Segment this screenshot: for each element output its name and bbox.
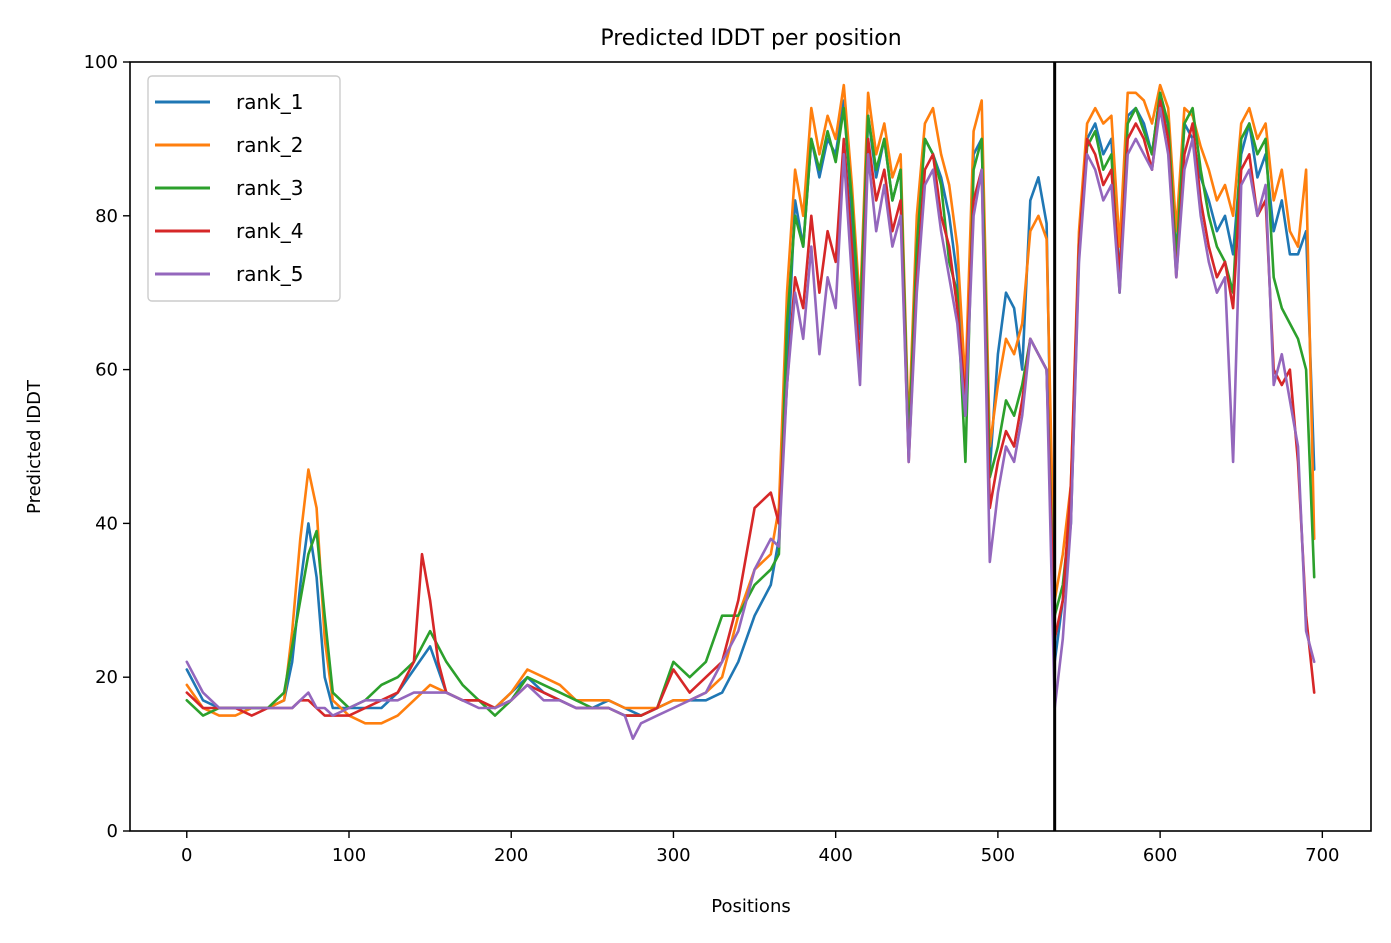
y-tick-label: 20 bbox=[95, 667, 118, 688]
series-group bbox=[185, 83, 1316, 740]
y-axis-label: Predicted lDDT bbox=[24, 379, 45, 514]
x-tick-label: 200 bbox=[494, 845, 528, 866]
plot-area bbox=[185, 62, 1316, 831]
x-axis-label: Positions bbox=[711, 896, 790, 917]
y-tick-label: 80 bbox=[95, 206, 118, 227]
axes-frame bbox=[129, 61, 1372, 832]
x-tick-label: 0 bbox=[181, 845, 192, 866]
x-tick-label: 400 bbox=[818, 845, 852, 866]
series-line-rank-4 bbox=[185, 99, 1316, 717]
legend-label-rank-1: rank_1 bbox=[236, 90, 303, 114]
x-tick-label: 700 bbox=[1305, 845, 1339, 866]
legend-label-rank-4: rank_4 bbox=[236, 219, 303, 243]
axes: 0 100 200 300 400 500 600 700 0 20 40 60 80 100 bbox=[84, 52, 1372, 866]
x-tick-label: 300 bbox=[656, 845, 690, 866]
x-tick-label: 500 bbox=[981, 845, 1015, 866]
legend-label-rank-3: rank_3 bbox=[236, 176, 303, 200]
chart-title: Predicted lDDT per position bbox=[600, 26, 901, 51]
x-tick-label: 600 bbox=[1143, 845, 1177, 866]
y-tick-label: 0 bbox=[107, 821, 118, 842]
series-line-rank-5 bbox=[185, 106, 1316, 740]
y-tick-label: 100 bbox=[84, 52, 118, 73]
legend: rank_1 rank_2 rank_3 rank_4 rank_5 bbox=[147, 75, 341, 302]
y-tick-label: 40 bbox=[95, 513, 118, 534]
y-tick-label: 60 bbox=[95, 360, 118, 381]
legend-label-rank-2: rank_2 bbox=[236, 133, 303, 157]
x-tick-label: 100 bbox=[332, 845, 366, 866]
legend-label-rank-5: rank_5 bbox=[236, 262, 303, 286]
legend-box bbox=[147, 75, 341, 302]
